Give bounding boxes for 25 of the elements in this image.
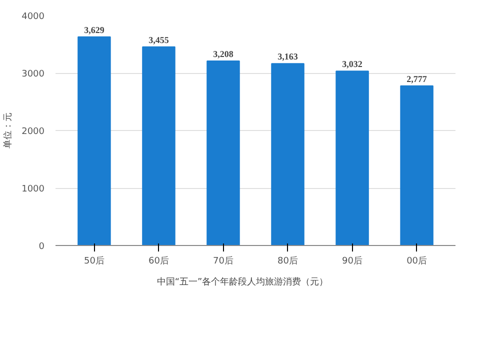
data-label: 2,777 — [406, 74, 428, 84]
bar — [400, 85, 434, 246]
x-tick-label: 50后 — [84, 256, 104, 266]
x-tick-label: 80后 — [278, 256, 298, 266]
bar — [271, 63, 304, 246]
data-label: 3,163 — [278, 52, 298, 62]
y-tick-label: 1000 — [22, 184, 45, 194]
data-label: 3,208 — [213, 49, 234, 60]
bar — [336, 70, 369, 246]
x-tick-label: 70后 — [213, 256, 234, 266]
y-tick-label: 2000 — [22, 127, 45, 137]
y-tick-label: 0 — [38, 242, 45, 252]
bar — [142, 46, 176, 246]
y-tick-label: 4000 — [22, 12, 45, 22]
text: 中国“五一”各个年龄段人均旅游消费（元） — [156, 276, 328, 288]
data-label: 3,032 — [342, 59, 363, 70]
bar — [206, 60, 240, 246]
bar — [78, 36, 111, 246]
y-axis-title: 单位：元 — [2, 112, 14, 148]
x-tick-label: 00后 — [406, 256, 428, 266]
data-label: 3,455 — [148, 34, 170, 45]
x-tick-label: 90后 — [342, 256, 362, 266]
y-tick-label: 3000 — [22, 70, 45, 80]
data-label: 3,629 — [84, 24, 105, 35]
x-tick-label: 60后 — [148, 256, 169, 266]
